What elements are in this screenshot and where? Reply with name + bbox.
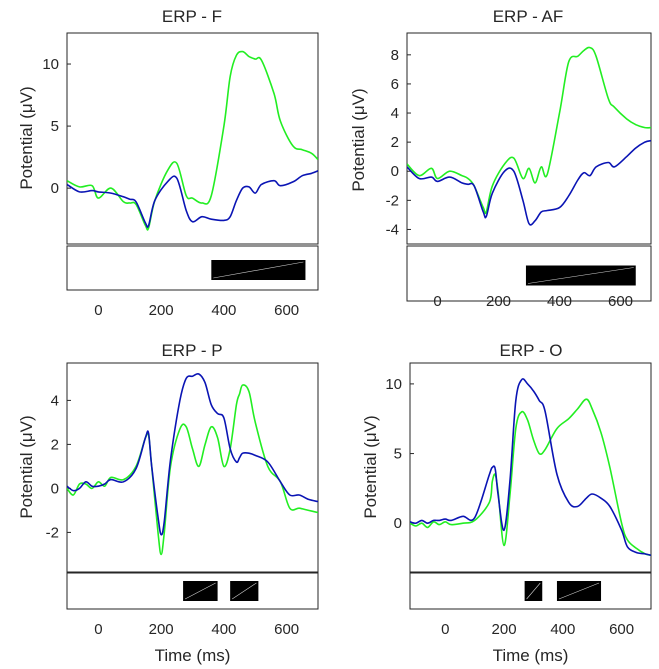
trace-blue (67, 372, 318, 536)
x-tick-label: 0 (94, 302, 102, 319)
trace-green (407, 46, 651, 215)
y-tick-label: 10 (385, 376, 402, 393)
x-tick-label: 600 (274, 621, 299, 638)
x-tick-label: 200 (149, 302, 174, 319)
y-tick-label: 0 (394, 515, 402, 532)
plot-area (66, 32, 319, 245)
x-tick-label: 400 (547, 293, 572, 310)
y-tick-label: 4 (391, 105, 399, 122)
panel-3: -2 0 2 4 0 200 400 600 ERP - P Potential (μV) Time… (17, 341, 319, 665)
y-tick-label: 5 (51, 118, 59, 135)
trace-blue (67, 170, 318, 229)
panel-title: ERP - AF (493, 7, 564, 26)
y-tick-label: -2 (386, 192, 399, 209)
plot-area (409, 362, 652, 573)
plot-area (406, 32, 652, 245)
event-bar-mark (184, 582, 216, 600)
y-tick-label: 4 (51, 392, 59, 409)
panel-1: 0 5 10 0 200 400 600 ERP - F Potential (μV) (17, 7, 319, 319)
y-axis-label: Potential (μV) (17, 415, 36, 518)
trace-green (410, 398, 651, 557)
trace-blue (410, 378, 651, 557)
trace-blue (407, 139, 651, 226)
y-tick-label: 10 (42, 56, 59, 73)
x-tick-label: 0 (94, 621, 102, 638)
x-tick-label: 400 (211, 621, 236, 638)
trace-green (67, 384, 318, 556)
x-axis-label: Time (ms) (493, 646, 569, 665)
x-tick-label: 600 (608, 293, 633, 310)
panel-title: ERP - O (500, 341, 563, 360)
y-axis-label: Potential (μV) (349, 88, 368, 191)
y-tick-label: 0 (51, 180, 59, 197)
event-bar-mark (231, 582, 257, 600)
y-tick-label: 5 (394, 446, 402, 463)
panel-4: 0 5 10 0 200 400 600 ERP - O Potential (μV) Time … (361, 341, 652, 665)
panel-title: ERP - F (162, 7, 222, 26)
event-bar-mark (527, 267, 634, 284)
plot-area (66, 362, 319, 573)
y-axis-label: Potential (μV) (17, 86, 36, 189)
y-tick-label: 2 (391, 134, 399, 151)
y-tick-label: -2 (46, 524, 59, 541)
x-axis-label: Time (ms) (155, 646, 231, 665)
x-tick-label: 200 (149, 621, 174, 638)
y-tick-label: 8 (391, 47, 399, 64)
x-tick-label: 400 (550, 621, 575, 638)
x-tick-label: 200 (486, 293, 511, 310)
event-bar-mark (213, 261, 304, 279)
y-tick-label: 2 (51, 436, 59, 453)
x-tick-label: 400 (211, 302, 236, 319)
x-tick-label: 600 (609, 621, 634, 638)
panel-title: ERP - P (161, 341, 222, 360)
x-tick-label: 0 (433, 293, 441, 310)
x-tick-label: 600 (274, 302, 299, 319)
panel-2: -4 -2 0 2 4 6 8 0 200 400 600 ERP - AF Potential (μV… (349, 7, 652, 310)
y-tick-label: 6 (391, 76, 399, 93)
y-tick-label: -4 (386, 221, 399, 238)
x-tick-label: 200 (492, 621, 517, 638)
y-tick-label: 0 (51, 480, 59, 497)
event-bar-mark (558, 582, 600, 600)
x-tick-label: 0 (441, 621, 449, 638)
event-bar-mark (526, 582, 541, 600)
trace-green (67, 50, 318, 231)
y-axis-label: Potential (μV) (361, 415, 380, 518)
y-tick-label: 0 (391, 163, 399, 180)
